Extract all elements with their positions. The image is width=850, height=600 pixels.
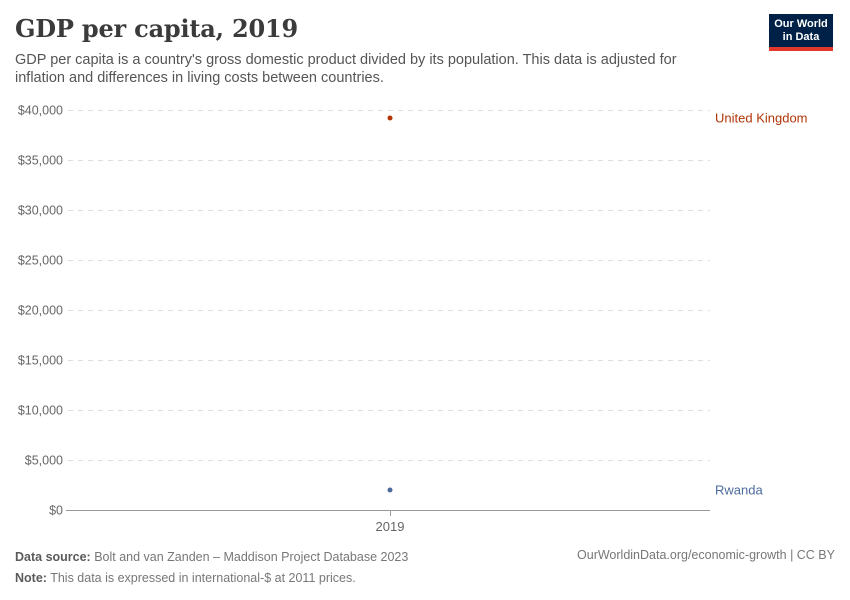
- owid-logo-line1: Our World: [774, 18, 828, 30]
- y-tick-label: $30,000: [18, 204, 63, 218]
- data-point-united-kingdom[interactable]: [387, 115, 393, 121]
- y-tick-label: $40,000: [18, 104, 63, 118]
- y-tick-label: $25,000: [18, 254, 63, 268]
- owid-logo-line2: in Data: [782, 31, 820, 43]
- y-tick-label: $5,000: [25, 454, 63, 468]
- y-tick-label: $20,000: [18, 304, 63, 318]
- page-title: GDP per capita, 2019: [15, 14, 298, 43]
- data-point-rwanda[interactable]: [387, 487, 393, 493]
- note-label: Note:: [15, 571, 47, 585]
- chart-footer: Data source: Bolt and van Zanden – Maddi…: [15, 547, 408, 589]
- data-source-label: Data source:: [15, 550, 91, 564]
- note-line: Note: This data is expressed in internat…: [15, 568, 408, 589]
- y-tick-label: $35,000: [18, 154, 63, 168]
- note-text: This data is expressed in international-…: [46, 571, 356, 585]
- owid-logo[interactable]: Our World in Data: [769, 14, 833, 51]
- y-tick-label: $15,000: [18, 354, 63, 368]
- x-tick-label: 2019: [376, 519, 405, 534]
- y-tick-label: $0: [49, 504, 63, 518]
- data-source-line: Data source: Bolt and van Zanden – Maddi…: [15, 547, 408, 568]
- entity-label-rwanda[interactable]: Rwanda: [715, 483, 763, 498]
- owid-link[interactable]: OurWorldinData.org/economic-growth | CC …: [577, 548, 835, 562]
- data-source-text: Bolt and van Zanden – Maddison Project D…: [90, 550, 409, 564]
- y-tick-label: $10,000: [18, 404, 63, 418]
- entity-label-united-kingdom[interactable]: United Kingdom: [715, 111, 808, 126]
- chart-subtitle: GDP per capita is a country's gross dome…: [15, 52, 677, 86]
